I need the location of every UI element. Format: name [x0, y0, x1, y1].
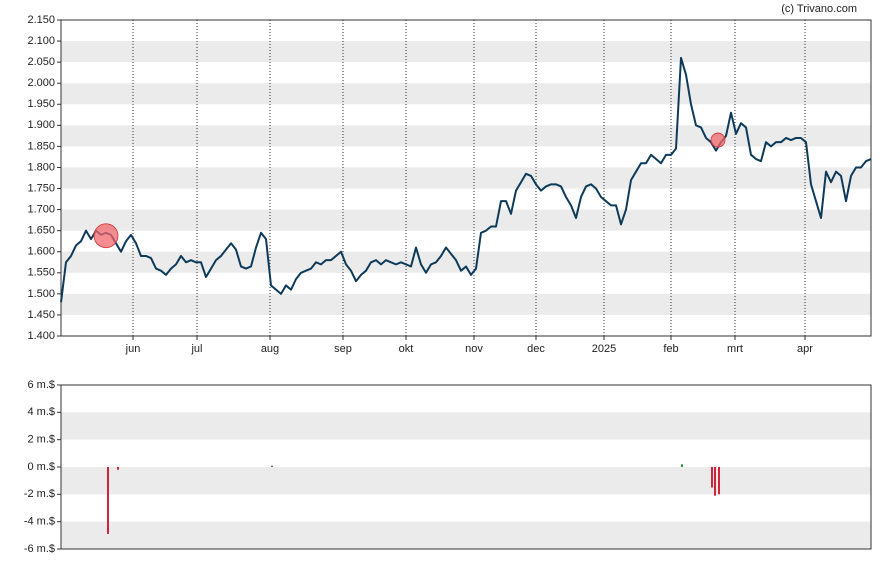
- x-tick-label: apr: [797, 343, 813, 355]
- y-tick-label: 1.450: [27, 309, 55, 321]
- y-tick-label: 1.500: [27, 288, 55, 300]
- bar: [718, 467, 720, 495]
- y-tick-label: 1.750: [27, 182, 55, 194]
- y-tick-label: 1.600: [27, 246, 55, 258]
- y-tick-label: 2 m.$: [27, 434, 55, 446]
- x-tick-label: aug: [261, 343, 279, 355]
- grid-band: [61, 293, 871, 315]
- x-tick-label: okt: [399, 343, 414, 355]
- bar: [271, 465, 273, 467]
- y-tick-label: 1.950: [27, 98, 55, 110]
- y-tick-label: 2.000: [27, 77, 55, 89]
- bar: [714, 467, 716, 496]
- y-tick-label: 1.650: [27, 225, 55, 237]
- y-tick-label: -2 m.$: [24, 488, 55, 500]
- plot-background: [61, 412, 871, 549]
- grid-band: [61, 467, 871, 495]
- x-tick-label: jun: [125, 343, 141, 355]
- bar: [107, 467, 109, 534]
- x-tick-label: jul: [190, 343, 202, 355]
- y-tick-label: 1.900: [27, 119, 55, 131]
- price-line: [60, 56, 872, 303]
- x-tick-label: dec: [527, 343, 545, 355]
- y-tick-label: 2.150: [27, 14, 55, 26]
- plot-background: [61, 41, 871, 315]
- credit: (c) Trivano.com: [781, 3, 857, 15]
- y-tick-label: 1.550: [27, 267, 55, 279]
- bar: [681, 464, 683, 467]
- bar: [711, 467, 713, 488]
- x-tick-label: mrt: [727, 343, 743, 355]
- y-tick-label: -6 m.$: [24, 543, 55, 555]
- x-tick-label: 2025: [592, 343, 616, 355]
- bar: [117, 467, 119, 470]
- grid-band: [61, 83, 871, 105]
- plot-frame: [60, 19, 872, 337]
- x-tick-label: feb: [663, 343, 678, 355]
- y-tick-label: -4 m.$: [24, 516, 55, 528]
- y-tick-label: 2.100: [27, 35, 55, 47]
- grid-band: [61, 167, 871, 189]
- plot-frame: [60, 384, 872, 550]
- grid-band: [61, 41, 871, 63]
- grid-band: [61, 521, 871, 549]
- y-tick-label: 1.400: [27, 330, 55, 342]
- y-tick-label: 0 m.$: [27, 461, 55, 473]
- grid-band: [61, 412, 871, 440]
- y-tick-label: 2.050: [27, 56, 55, 68]
- event-marker: [710, 132, 726, 148]
- grid-band: [61, 209, 871, 231]
- grid-band: [61, 125, 871, 147]
- y-tick-label: 1.700: [27, 204, 55, 216]
- y-tick-label: 1.850: [27, 140, 55, 152]
- x-tick-label: sep: [334, 343, 352, 355]
- x-tick-label: nov: [465, 343, 483, 355]
- event-marker: [93, 223, 119, 249]
- y-tick-label: 1.800: [27, 161, 55, 173]
- y-tick-label: 4 m.$: [27, 406, 55, 418]
- y-tick-label: 6 m.$: [27, 379, 55, 391]
- grid-band: [61, 251, 871, 273]
